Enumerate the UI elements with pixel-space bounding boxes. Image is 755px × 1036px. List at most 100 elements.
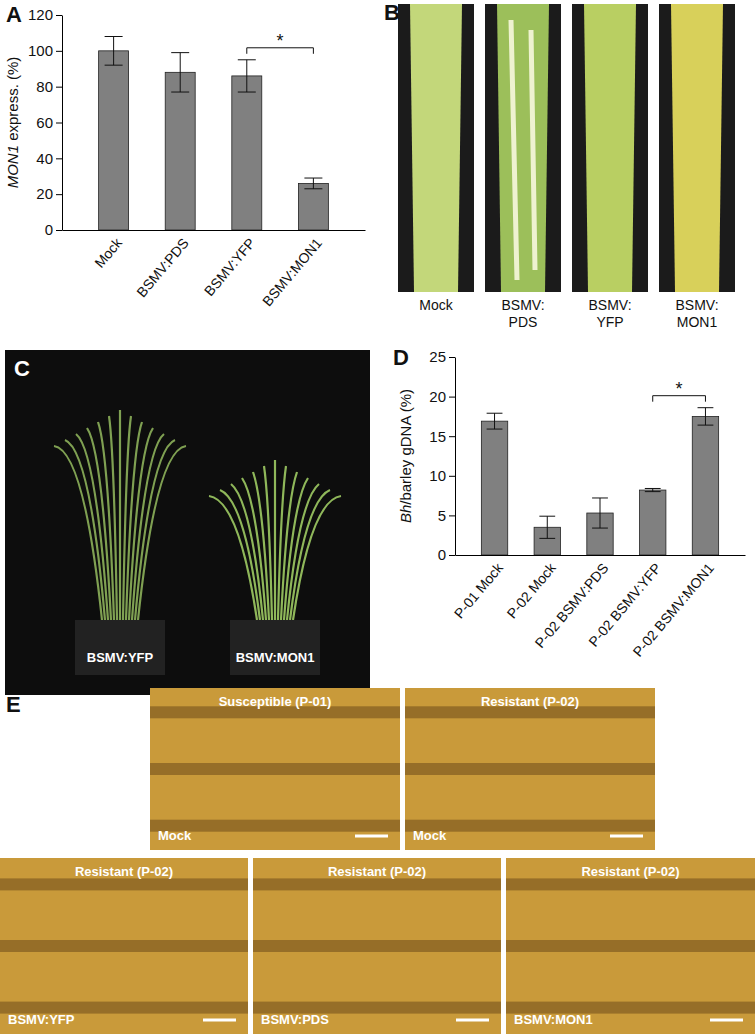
bar-chart-panel: 0 5 10 15 20 25 P-01 MockP-02 MockP-02 BSMV:PD… [393, 345, 746, 660]
x-axis-line [63, 230, 366, 231]
micrograph-caption: BSMV:YFP [8, 1012, 75, 1027]
panel-letter: B [384, 0, 400, 25]
y-tick: 20 [36, 185, 62, 202]
y-tick-mark [449, 397, 455, 398]
micrograph [0, 858, 248, 1034]
y-tick-mark [449, 436, 455, 437]
x-tick: Mock [91, 230, 125, 271]
plot-area: 0 5 10 15 20 25 P-01 MockP-02 MockP-02 BSMV:PD… [397, 348, 746, 659]
leaf-photo [584, 4, 636, 292]
error-bar-line [105, 37, 123, 66]
y-axis: 020406080100120 [28, 6, 63, 238]
micrograph [405, 688, 655, 850]
y-tick-mark [449, 555, 455, 556]
x-tick-label: P-02 Mock [504, 559, 560, 621]
x-tick-label: BSMV:YFP [201, 235, 258, 299]
bar [165, 72, 195, 230]
micrograph-title: Susceptible (P-01) [219, 694, 332, 709]
panel-letter: A [6, 2, 22, 27]
pot [230, 620, 320, 675]
significance-label: * [277, 31, 284, 51]
x-axis: P-01 MockP-02 MockP-02 BSMV:PDSP-02 BSMV… [451, 555, 746, 660]
photo-panel-e: ESusceptible (P-01)MockResistant (P-02)M… [0, 688, 755, 1034]
x-tick-label: P-02 BSMV:MON1 [630, 560, 718, 660]
x-tick-label: BSMV:PDS [133, 235, 191, 300]
plant-photo [5, 350, 370, 695]
scale-bar [710, 1019, 743, 1022]
y-tick-label: 10 [429, 467, 446, 484]
plant-blade [76, 434, 108, 620]
y-tick-mark [449, 476, 455, 477]
y-tick-mark [56, 15, 62, 16]
error-bar [105, 37, 123, 66]
y-tick: 20 [429, 388, 455, 405]
micrograph-title: Resistant (P-02) [481, 694, 579, 709]
error-bar-line [539, 516, 555, 538]
leaf-photo [671, 4, 723, 292]
y-axis: 0 5 10 15 20 25 [429, 348, 455, 563]
y-tick-label: 20 [36, 185, 53, 202]
leaf-photo-background [485, 4, 561, 292]
error-bar [487, 413, 503, 429]
leaf-streaks [511, 20, 535, 280]
bar [481, 421, 507, 555]
x-axis: MockBSMV:PDSBSMV:YFPBSMV:MON1 [63, 230, 366, 309]
y-tick-label: 100 [28, 42, 53, 59]
y-tick: 5 [438, 507, 455, 524]
y-tick: 40 [36, 150, 62, 167]
bar [298, 183, 328, 230]
panel-letter: C [14, 356, 30, 381]
y-tick: 15 [429, 428, 455, 445]
y-axis-line [62, 16, 63, 231]
micrograph-vein [0, 940, 248, 952]
scale-bar [456, 1019, 489, 1022]
photo-caption: BSMV:YFP [87, 650, 154, 665]
micrograph-title: Resistant (P-02) [328, 864, 426, 879]
plant-blade [119, 410, 121, 620]
y-tick-label: 25 [429, 348, 446, 365]
leaf-photo-background [398, 4, 474, 292]
micrograph-caption: Mock [413, 828, 447, 843]
x-tick: P-02 BSMV:MON1 [630, 555, 718, 660]
bars [99, 37, 329, 231]
x-tick: BSMV:PDS [133, 230, 191, 300]
x-tick-label: BSMV:MON1 [259, 235, 325, 309]
y-tick: 0 [438, 546, 455, 563]
photo-panel-b: BMockBSMV:PDSBSMV:YFPBSMV:MON1 [384, 0, 735, 330]
plant-blade [138, 446, 186, 620]
micrograph [253, 858, 501, 1034]
y-tick: 10 [429, 467, 455, 484]
bar [232, 76, 262, 230]
y-tick-label: 20 [429, 388, 446, 405]
y-tick-mark [56, 123, 62, 124]
error-bar-line [698, 408, 714, 425]
y-tick-label: 80 [36, 78, 53, 95]
y-axis-line [455, 358, 456, 556]
y-tick: 25 [429, 348, 455, 365]
error-bar-line [592, 498, 608, 528]
y-tick-label: 120 [28, 6, 53, 23]
bar [692, 416, 718, 555]
plant-blade [274, 460, 276, 620]
plot-area: 020406080100120MockBSMV:PDSBSMV:YFPBSMV:… [4, 6, 366, 309]
y-tick-label: 15 [429, 428, 446, 445]
scale-bar [610, 835, 643, 838]
leaf-photo-background [572, 4, 648, 292]
y-tick-label: 60 [36, 114, 53, 131]
error-bar [592, 498, 608, 528]
y-tick-label: 40 [36, 150, 53, 167]
y-tick-mark [56, 51, 62, 52]
y-tick-mark [56, 87, 62, 88]
micrograph-vein [506, 878, 755, 890]
plant-blade [293, 496, 341, 620]
plant-blade [87, 428, 111, 620]
x-tick: P-01 Mock [451, 555, 507, 621]
photo-panel-c: CBSMV:YFPBSMV:MON1 [5, 350, 370, 695]
x-tick: BSMV:YFP [201, 230, 258, 299]
photo-caption: BSMV:MON1 [675, 297, 718, 330]
micrograph-caption: BSMV:MON1 [514, 1012, 593, 1027]
micrograph-title: Resistant (P-02) [75, 864, 173, 879]
x-tick-label: Mock [91, 234, 125, 271]
error-bar [238, 60, 256, 92]
bars [481, 408, 718, 555]
